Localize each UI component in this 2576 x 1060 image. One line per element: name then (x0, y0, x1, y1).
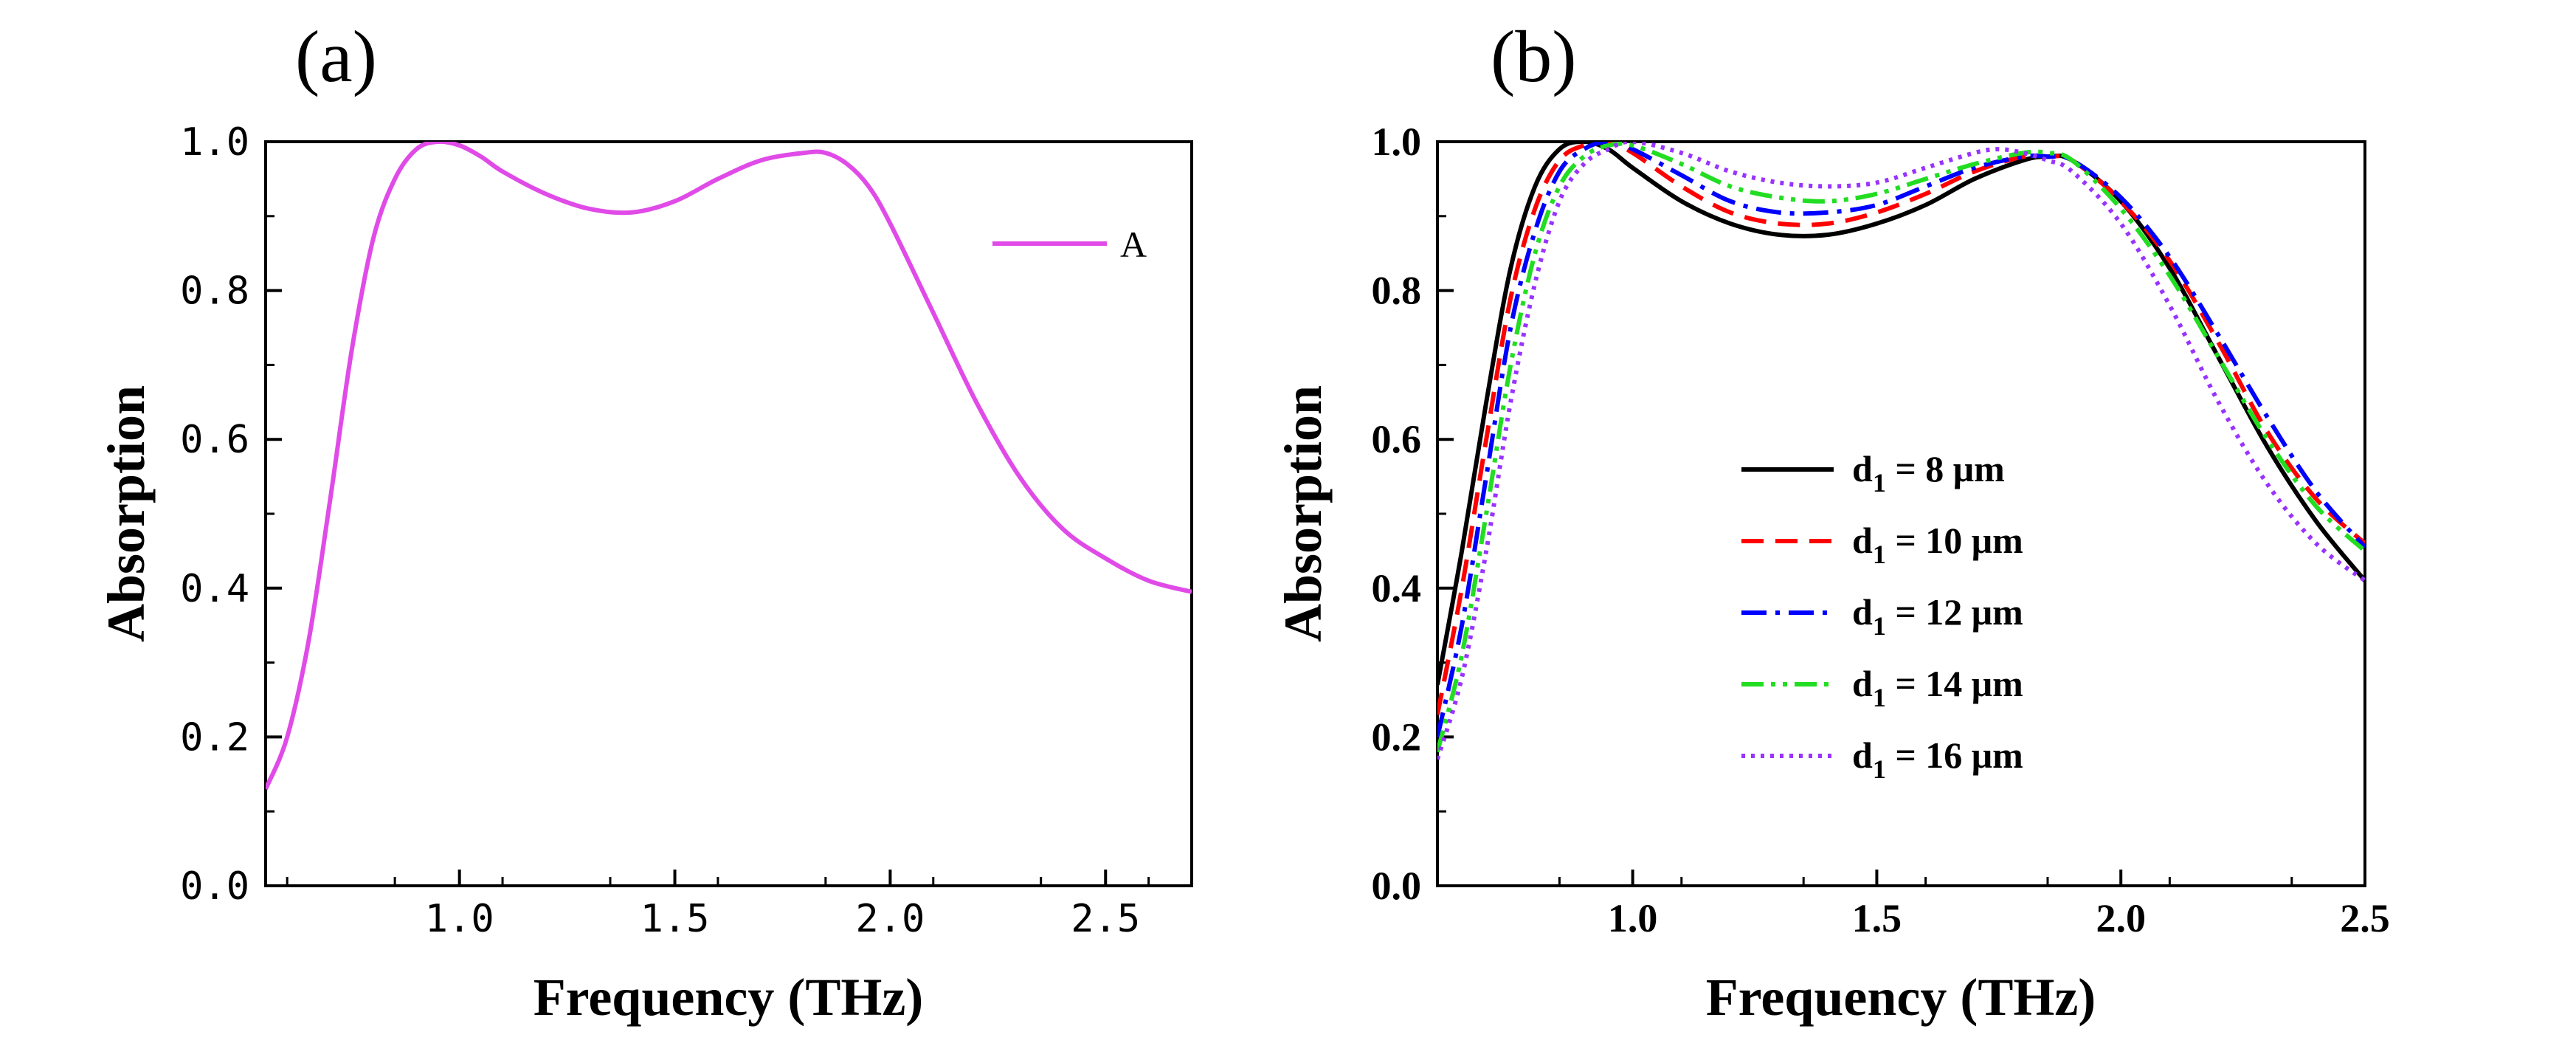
panel-b-y-tick-label-0-8: 0.8 (1372, 269, 1422, 313)
panel-a-x-tick-label-2-0: 2.0 (855, 897, 925, 941)
panel-a-y-tick-label-0-8: 0.8 (180, 269, 249, 314)
panel-a-x-tick-label-1-0: 1.0 (425, 897, 494, 941)
panel-b-y-tick-label-0-0: 0.0 (1372, 864, 1422, 908)
panel-a-marks: 1.0 1.5 2.0 2.5 0.0 0.2 0.4 0.6 0.8 1.0 (180, 120, 1192, 941)
panel-b-x-axis-title: Frequency (THz) (1706, 968, 2096, 1027)
legend-label-d1-8um: d1 = 8 μm (1852, 448, 2005, 498)
panel-b-series-line-d1-16-m (1437, 142, 2365, 760)
panel-a-plot-frame (264, 140, 1193, 887)
panel-a-y-tick-label-0-6: 0.6 (180, 418, 249, 462)
legend-label-d1-12um: d1 = 12 μm (1852, 591, 2023, 641)
panel-b-legend: d1 = 8 μm d1 = 10 μm d1 = 12 μm d1 = 14 … (1741, 448, 2023, 784)
panel-a-series-line-a (266, 142, 1192, 791)
panel-b-x-tick-label-1-0: 1.0 (1608, 896, 1658, 940)
panel-b-series-line-d1-12-m (1437, 142, 2365, 738)
panel-b-x-tick-label-2-0: 2.0 (2096, 896, 2146, 940)
panel-b-marks: 1.0 1.5 2.0 2.5 0.0 0.2 0.4 0.6 0.8 1.0 (1372, 120, 2390, 940)
panel-a: (a) 1.0 1.5 2.0 2.5 0.0 0.2 0.4 0.6 0.8 1.0 Frequ… (97, 16, 1193, 1027)
panel-a-y-tick-label-0-2: 0.2 (180, 715, 249, 760)
panel-a-x-axis-title: Frequency (THz) (533, 968, 924, 1027)
panel-a-y-axis-title: Absorption (97, 385, 156, 642)
panel-a-x-tick-label-2-5: 2.5 (1071, 897, 1140, 941)
panel-b: (b) 1.0 1.5 2.0 2.5 0.0 0.2 0.4 0.6 0.8 1.0 Frequ… (1274, 16, 2390, 1027)
panel-b-x-tick-label-1-5: 1.5 (1852, 896, 1902, 940)
panel-b-x-tick-label-2-5: 2.5 (2340, 896, 2390, 940)
panel-b-label: (b) (1491, 16, 1577, 97)
panel-b-y-tick-label-0-2: 0.2 (1372, 715, 1422, 759)
panel-b-series-line-d1-10-m (1437, 142, 2365, 715)
legend-label-d1-10um: d1 = 10 μm (1852, 520, 2023, 569)
legend-label-A: A (1120, 224, 1147, 265)
panel-a-x-tick-label-1-5: 1.5 (640, 897, 710, 941)
legend-label-d1-16um: d1 = 16 μm (1852, 734, 2023, 784)
panel-a-y-tick-label-0-0: 0.0 (180, 864, 249, 909)
panel-a-label: (a) (295, 16, 377, 97)
panel-a-legend: A (992, 224, 1147, 265)
panel-b-y-tick-label-0-4: 0.4 (1372, 566, 1422, 610)
legend-label-d1-14um: d1 = 14 μm (1852, 663, 2023, 712)
panel-b-y-tick-label-0-6: 0.6 (1372, 417, 1422, 461)
panel-b-series-line-d1-14-m (1437, 142, 2365, 753)
panel-a-y-tick-label-0-4: 0.4 (180, 567, 249, 611)
panel-b-y-tick-label-1-0: 1.0 (1372, 120, 1422, 164)
panel-b-y-axis-title: Absorption (1274, 385, 1333, 642)
panel-a-y-tick-label-1-0: 1.0 (180, 120, 249, 165)
panel-b-series-line-d1-8-m (1437, 142, 2365, 686)
